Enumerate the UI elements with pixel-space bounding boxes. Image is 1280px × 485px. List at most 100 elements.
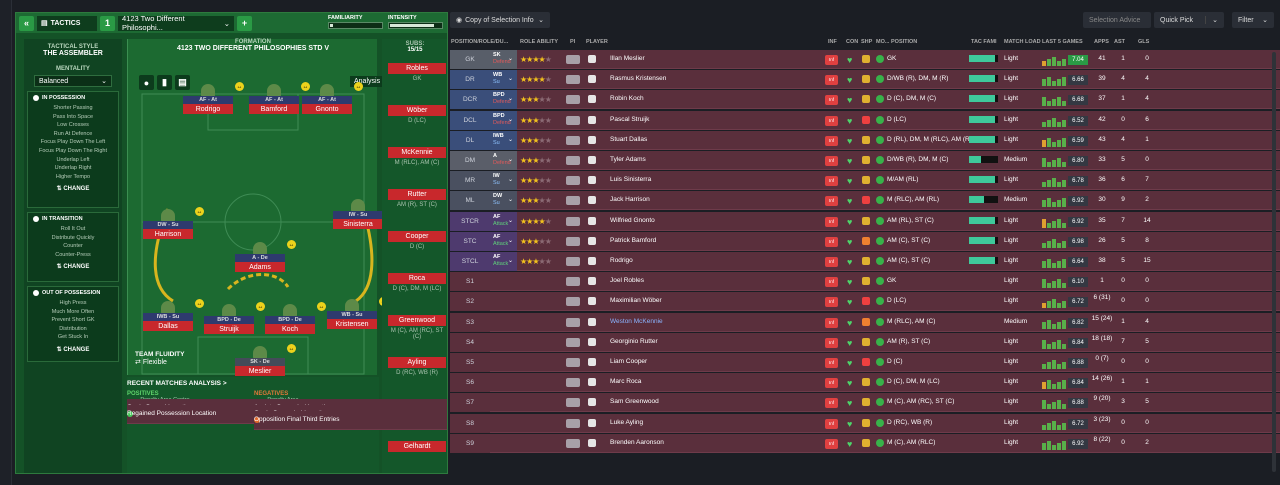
player-instructions-icon[interactable]: [566, 196, 580, 206]
player-instructions-icon[interactable]: [566, 95, 580, 105]
pitch-player[interactable]: A - De Adams: [235, 242, 285, 272]
table-row[interactable]: S3 Weston McKennie Inf ♥ M (RLC), AM (C) Medi…: [450, 312, 1280, 332]
player-instructions-icon[interactable]: [566, 277, 580, 287]
role-select[interactable]: IWB Su: [490, 130, 517, 150]
position-slot[interactable]: ML: [450, 191, 490, 211]
instructions-icon[interactable]: ↔: [195, 299, 204, 308]
player-role[interactable]: BPD - De: [204, 316, 254, 324]
column-header[interactable]: INF: [828, 39, 837, 45]
player-name[interactable]: Luke Ayling: [610, 418, 644, 426]
player-instructions-icon[interactable]: [566, 398, 580, 408]
table-row[interactable]: STCR AF Attack ⌄ ★★★★★ Wilfried Gnonto Inf ♥ AM …: [450, 211, 1280, 231]
column-header[interactable]: CON: [846, 39, 859, 45]
position-slot[interactable]: S8: [450, 413, 490, 433]
instructions-icon[interactable]: ↔: [256, 302, 265, 311]
pitch-player[interactable]: SK - De Meslier: [235, 346, 285, 376]
quick-pick-button[interactable]: Quick Pick ⌄: [1154, 12, 1224, 28]
player-instructions-icon[interactable]: [566, 236, 580, 246]
player-role[interactable]: BPD - De: [265, 316, 315, 324]
column-header[interactable]: ROLE ABILITY: [520, 39, 558, 45]
pitch-player[interactable]: AF - At Rodrigo: [183, 84, 233, 114]
table-row[interactable]: DCR BPD Defend ⌄ ★★★★★ Robin Koch Inf ♥ D (C), D…: [450, 90, 1280, 110]
player-name[interactable]: Jack Harrison: [610, 196, 650, 204]
position-slot[interactable]: S4: [450, 332, 490, 352]
player-instructions-icon[interactable]: [566, 358, 580, 367]
collapse-button[interactable]: «: [19, 15, 34, 31]
role-select[interactable]: SK Defend: [490, 50, 517, 69]
recent-matches-link[interactable]: RECENT MATCHES ANALYSIS >: [127, 380, 227, 387]
column-header[interactable]: GLS: [1138, 39, 1150, 45]
pitch-player[interactable]: BPD - De Koch: [265, 304, 315, 334]
player-instructions-icon[interactable]: [566, 75, 580, 85]
table-row[interactable]: S6 Marc Roca Inf ♥ D (C), DM, M (LC) Light 6.8…: [450, 373, 1280, 393]
role-select[interactable]: AF Attack: [490, 252, 517, 271]
player-name[interactable]: Sam Greenwood: [610, 398, 659, 406]
position-slot[interactable]: DCL: [450, 110, 490, 130]
table-row[interactable]: S8 Luke Ayling Inf ♥ D (RC), WB (R) Light 6.72…: [450, 413, 1280, 433]
pitch-player[interactable]: BPD - De Struijk: [204, 304, 254, 334]
player-role[interactable]: DW - Su: [143, 221, 193, 229]
position-slot[interactable]: DL: [450, 130, 490, 150]
player-name[interactable]: Georginio Rutter: [610, 337, 658, 345]
role-select[interactable]: BPD Defend: [490, 90, 517, 110]
user-icon[interactable]: ●: [139, 75, 154, 90]
player-role[interactable]: IWB - Su: [143, 313, 193, 321]
instructions-icon[interactable]: ↔: [235, 82, 244, 91]
column-header[interactable]: TAC FAMI: [971, 39, 997, 45]
position-slot[interactable]: S6: [450, 373, 490, 393]
formation-select[interactable]: 4123 TWO DIFFERENT PHILOSOPHIES STD V: [176, 45, 330, 52]
column-header[interactable]: POSITION: [891, 39, 918, 45]
clipboard-icon[interactable]: ▤: [175, 75, 190, 90]
position-slot[interactable]: DM: [450, 151, 490, 170]
mentality-select[interactable]: Balanced ⌄: [34, 75, 112, 87]
column-header[interactable]: POSITION/ROLE/DU...: [451, 39, 509, 45]
table-row[interactable]: DM A Defend ⌄ ★★★★★ Tyler Adams Inf ♥ D/WB (R), …: [450, 151, 1280, 170]
player-instructions-icon[interactable]: [566, 115, 580, 125]
player-name[interactable]: Liam Cooper: [610, 358, 648, 365]
instructions-icon[interactable]: ↔: [195, 207, 204, 216]
table-row[interactable]: ML DW Su ⌄ ★★★★★ Jack Harrison Inf ♥ M (RLC), AM…: [450, 191, 1280, 211]
player-role[interactable]: AF - At: [183, 96, 233, 104]
instructions-icon[interactable]: ↔: [317, 302, 326, 311]
column-header[interactable]: MO...: [876, 39, 890, 45]
player-name[interactable]: Rasmus Kristensen: [610, 75, 667, 83]
instructions-icon[interactable]: ↔: [287, 240, 296, 249]
role-select[interactable]: IW Su: [490, 171, 517, 191]
player-name[interactable]: Weston McKennie: [610, 317, 663, 325]
player-name[interactable]: Illan Meslier: [610, 55, 645, 62]
table-row[interactable]: S7 Sam Greenwood Inf ♥ M (C), AM (RC), ST (C…: [450, 393, 1280, 413]
position-slot[interactable]: STCL: [450, 252, 490, 271]
player-name[interactable]: Rodrigo: [610, 257, 633, 264]
table-row[interactable]: GK SK Defend ⌄ ★★★★★ Illan Meslier Inf ♥ GK Light…: [450, 50, 1280, 69]
role-select[interactable]: DW Su: [490, 191, 517, 211]
position-slot[interactable]: DCR: [450, 90, 490, 110]
table-row[interactable]: STCL AF Attack ⌄ ★★★★★ Rodrigo Inf ♥ AM (C), ST …: [450, 252, 1280, 271]
column-header[interactable]: LAST 5 GAMES: [1042, 39, 1083, 45]
pitch-player[interactable]: AF - At Gnonto: [302, 84, 352, 114]
instructions-icon[interactable]: ↔: [354, 82, 363, 91]
instructions-icon[interactable]: ↔: [301, 82, 310, 91]
instructions-icon[interactable]: ↔: [447, 259, 448, 268]
instructions-icon[interactable]: ↔: [447, 91, 448, 100]
in-possession-change-button[interactable]: ⇅ CHANGE: [56, 186, 90, 193]
sub-player[interactable]: Gelhardt↔: [388, 441, 446, 454]
position-slot[interactable]: STC: [450, 231, 490, 251]
player-name[interactable]: Tyler Adams: [610, 156, 646, 163]
player-name[interactable]: Maximilian Wöber: [610, 297, 662, 305]
player-name[interactable]: Wilfried Gnonto: [610, 216, 655, 224]
in-transition-change-button[interactable]: ⇅ CHANGE: [56, 264, 90, 271]
instructions-icon[interactable]: ↔: [447, 217, 448, 226]
player-name[interactable]: Pascal Struijk: [610, 115, 650, 123]
instructions-icon[interactable]: ↔: [447, 133, 448, 142]
player-instructions-icon[interactable]: [566, 257, 580, 266]
player-name[interactable]: Brenden Aaronson: [610, 438, 664, 446]
column-header[interactable]: MATCH LOAD: [1004, 39, 1041, 45]
position-slot[interactable]: GK: [450, 50, 490, 69]
player-name[interactable]: Patrick Bamford: [610, 236, 657, 244]
column-header[interactable]: AST: [1114, 39, 1125, 45]
